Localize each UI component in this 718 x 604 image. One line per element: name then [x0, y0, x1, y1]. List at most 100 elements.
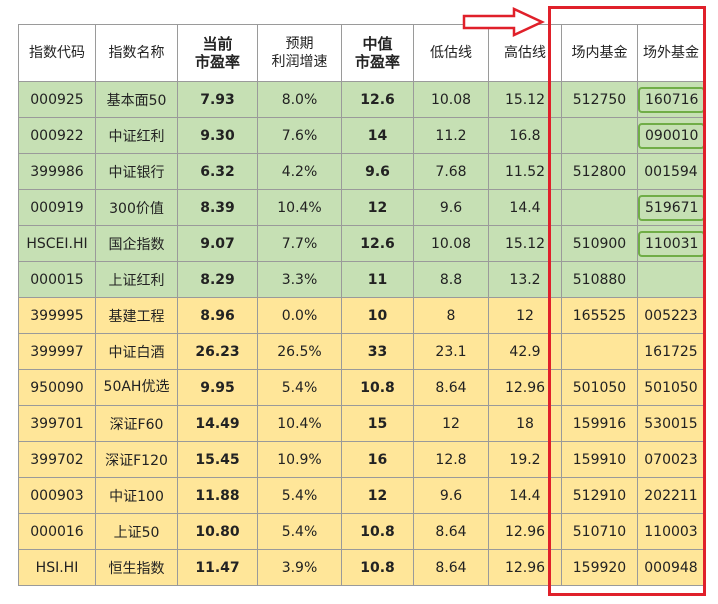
cell-median-pe: 14 — [341, 117, 414, 154]
fund-code-box: 090010 — [638, 122, 704, 149]
cell-offsite-fund: 110031 — [637, 225, 705, 262]
header-median-pe: 中值 市盈率 — [341, 24, 414, 82]
cell-index-code: 399701 — [18, 405, 96, 442]
cell-index-name: 恒生指数 — [95, 549, 178, 586]
cell-offsite-fund: 005223 — [637, 297, 705, 334]
cell-index-code: 399995 — [18, 297, 96, 334]
cell-offsite-fund: 501050 — [637, 369, 705, 406]
cell-expected-growth: 8.0% — [257, 81, 342, 118]
cell-current-pe: 8.29 — [177, 261, 258, 298]
header-current-pe: 当前 市盈率 — [177, 24, 258, 82]
cell-current-pe: 8.96 — [177, 297, 258, 334]
cell-low-line: 12.8 — [413, 441, 489, 478]
cell-offsite-fund: 202211 — [637, 477, 705, 514]
cell-high-line: 19.2 — [488, 441, 562, 478]
cell-median-pe: 12 — [341, 477, 414, 514]
cell-onsite-fund — [561, 189, 638, 226]
cell-high-line: 12.96 — [488, 513, 562, 550]
cell-index-name: 中证红利 — [95, 117, 178, 154]
cell-expected-growth: 10.4% — [257, 189, 342, 226]
header-index-name: 指数名称 — [95, 24, 178, 82]
cell-high-line: 13.2 — [488, 261, 562, 298]
cell-expected-growth: 7.7% — [257, 225, 342, 262]
cell-index-name: 国企指数 — [95, 225, 178, 262]
cell-current-pe: 8.39 — [177, 189, 258, 226]
cell-median-pe: 12.6 — [341, 81, 414, 118]
right-arrow-outline-icon — [462, 7, 545, 37]
cell-offsite-fund: 161725 — [637, 333, 705, 370]
cell-low-line: 11.2 — [413, 117, 489, 154]
header-onsite-fund: 场内基金 — [561, 24, 638, 82]
header-expected-growth: 预期 利润增速 — [257, 24, 342, 82]
cell-low-line: 8 — [413, 297, 489, 334]
cell-index-name: 中证100 — [95, 477, 178, 514]
cell-index-name: 深证F120 — [95, 441, 178, 478]
cell-offsite-fund: 001594 — [637, 153, 705, 190]
table-row: HSCEI.HI 国企指数 9.07 7.7% 12.6 10.08 15.12 510900… — [18, 225, 705, 262]
cell-offsite-fund: 160716 — [637, 81, 705, 118]
cell-index-name: 基建工程 — [95, 297, 178, 334]
cell-median-pe: 11 — [341, 261, 414, 298]
cell-high-line: 12 — [488, 297, 562, 334]
fund-code-box: 519671 — [638, 194, 704, 221]
cell-high-line: 16.8 — [488, 117, 562, 154]
cell-onsite-fund: 159910 — [561, 441, 638, 478]
cell-onsite-fund: 512750 — [561, 81, 638, 118]
cell-current-pe: 9.30 — [177, 117, 258, 154]
cell-index-code: 399702 — [18, 441, 96, 478]
cell-low-line: 12 — [413, 405, 489, 442]
cell-median-pe: 12.6 — [341, 225, 414, 262]
cell-onsite-fund: 512800 — [561, 153, 638, 190]
cell-offsite-fund: 000948 — [637, 549, 705, 586]
cell-expected-growth: 4.2% — [257, 153, 342, 190]
cell-index-name: 300价值 — [95, 189, 178, 226]
cell-current-pe: 7.93 — [177, 81, 258, 118]
table-row: 950090 50AH优选 9.95 5.4% 10.8 8.64 12.96 501050 5… — [18, 369, 705, 406]
cell-median-pe: 10.8 — [341, 513, 414, 550]
cell-onsite-fund: 510900 — [561, 225, 638, 262]
cell-current-pe: 11.88 — [177, 477, 258, 514]
cell-index-code: 399997 — [18, 333, 96, 370]
cell-expected-growth: 3.9% — [257, 549, 342, 586]
cell-index-name: 深证F60 — [95, 405, 178, 442]
cell-low-line: 10.08 — [413, 225, 489, 262]
cell-high-line: 12.96 — [488, 369, 562, 406]
cell-high-line: 42.9 — [488, 333, 562, 370]
cell-index-code: 000919 — [18, 189, 96, 226]
cell-expected-growth: 10.4% — [257, 405, 342, 442]
table-row: 399702 深证F120 15.45 10.9% 16 12.8 19.2 159910 07… — [18, 441, 705, 478]
cell-low-line: 9.6 — [413, 477, 489, 514]
table-row: 399701 深证F60 14.49 10.4% 15 12 18 159916 530015 — [18, 405, 705, 442]
table-row: 399995 基建工程 8.96 0.0% 10 8 12 165525 005223 — [18, 297, 705, 334]
table-row: 000903 中证100 11.88 5.4% 12 9.6 14.4 512910 20221… — [18, 477, 705, 514]
cell-median-pe: 10 — [341, 297, 414, 334]
cell-expected-growth: 3.3% — [257, 261, 342, 298]
cell-index-name: 中证白酒 — [95, 333, 178, 370]
cell-current-pe: 10.80 — [177, 513, 258, 550]
table-row: HSI.HI 恒生指数 11.47 3.9% 10.8 8.64 12.96 159920 00… — [18, 549, 705, 586]
cell-index-code: 950090 — [18, 369, 96, 406]
table-row: 000015 上证红利 8.29 3.3% 11 8.8 13.2 510880 — [18, 261, 705, 298]
cell-high-line: 18 — [488, 405, 562, 442]
table-row: 000919 300价值 8.39 10.4% 12 9.6 14.4 519671 — [18, 189, 705, 226]
cell-onsite-fund: 159920 — [561, 549, 638, 586]
cell-index-code: 000903 — [18, 477, 96, 514]
fund-code-box: 160716 — [638, 86, 704, 113]
cell-expected-growth: 26.5% — [257, 333, 342, 370]
table-row: 399997 中证白酒 26.23 26.5% 33 23.1 42.9 161725 — [18, 333, 705, 370]
cell-high-line: 15.12 — [488, 225, 562, 262]
cell-expected-growth: 10.9% — [257, 441, 342, 478]
cell-high-line: 14.4 — [488, 477, 562, 514]
cell-offsite-fund — [637, 261, 705, 298]
cell-current-pe: 15.45 — [177, 441, 258, 478]
cell-onsite-fund — [561, 117, 638, 154]
cell-low-line: 8.64 — [413, 513, 489, 550]
cell-high-line: 14.4 — [488, 189, 562, 226]
cell-index-code: 000925 — [18, 81, 96, 118]
cell-onsite-fund: 165525 — [561, 297, 638, 334]
cell-onsite-fund: 159916 — [561, 405, 638, 442]
cell-index-code: 399986 — [18, 153, 96, 190]
cell-low-line: 23.1 — [413, 333, 489, 370]
cell-current-pe: 26.23 — [177, 333, 258, 370]
cell-offsite-fund: 070023 — [637, 441, 705, 478]
